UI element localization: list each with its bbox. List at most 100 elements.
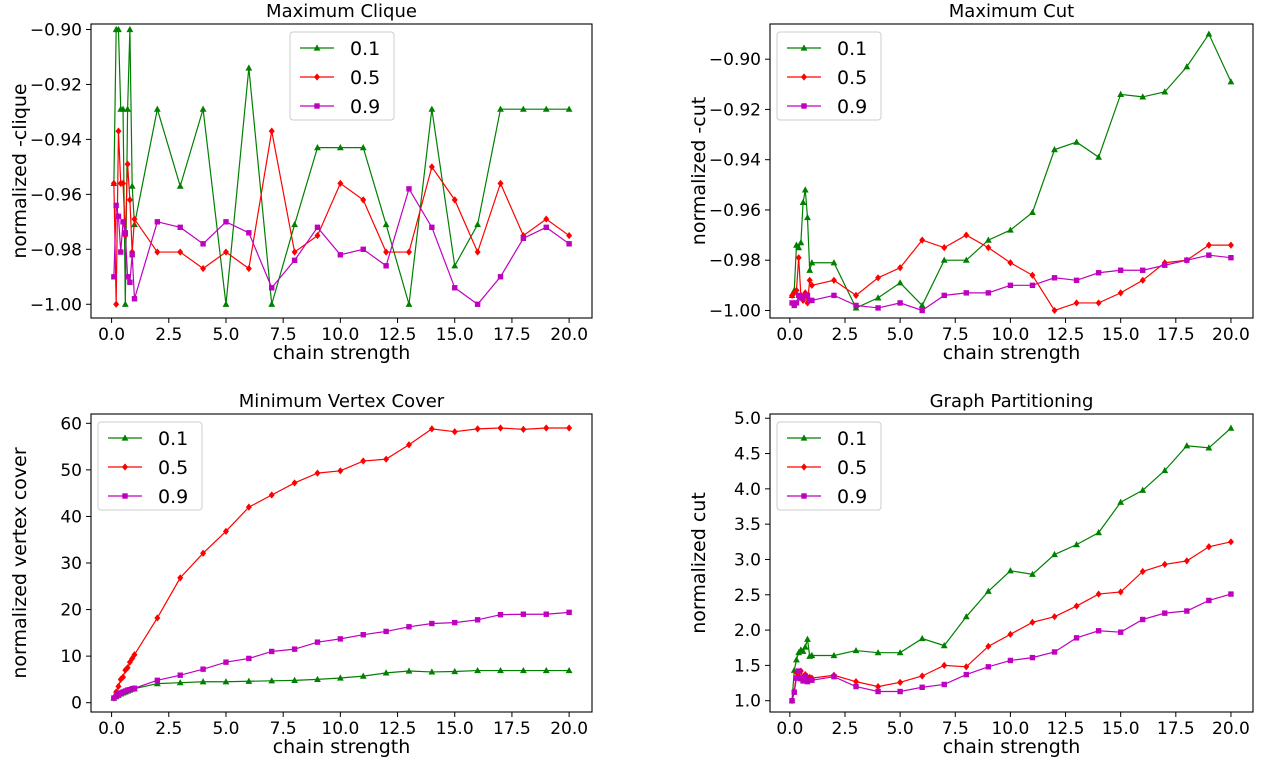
series-0.5 — [789, 538, 1234, 705]
x-tick-label: 0.0 — [776, 325, 803, 345]
data-point — [128, 182, 136, 189]
data-point — [1006, 567, 1014, 574]
data-point — [1227, 241, 1234, 249]
data-point — [199, 105, 207, 112]
series-0.5 — [789, 231, 1234, 315]
data-point — [383, 248, 390, 256]
data-point — [984, 587, 992, 594]
data-point — [853, 683, 859, 690]
data-point — [314, 144, 321, 151]
y-tick-label: −0.90 — [709, 50, 761, 70]
data-point — [941, 292, 947, 299]
data-point — [793, 300, 800, 306]
data-point — [291, 676, 299, 683]
y-tick-label: −0.98 — [709, 251, 761, 271]
data-point — [154, 677, 161, 684]
data-point — [830, 276, 837, 284]
data-point — [120, 219, 126, 225]
series-line — [113, 187, 570, 306]
data-point — [199, 678, 207, 685]
y-tick-label: 50 — [60, 461, 82, 481]
data-point — [118, 249, 124, 255]
y-tick-label: 10 — [60, 647, 82, 667]
data-point — [875, 682, 882, 691]
x-tick-label: 10.0 — [321, 719, 359, 739]
data-point — [127, 279, 133, 285]
data-point — [1205, 543, 1212, 551]
data-point — [520, 425, 527, 433]
data-point — [1073, 299, 1080, 307]
data-point — [963, 663, 970, 671]
data-point — [245, 503, 252, 511]
data-point — [941, 661, 948, 669]
data-point — [852, 646, 860, 654]
data-point — [113, 202, 119, 209]
legend-label: 0.9 — [158, 486, 188, 508]
legend-label: 0.1 — [350, 38, 380, 60]
data-point — [795, 668, 802, 674]
data-point — [963, 290, 969, 296]
data-point — [985, 642, 992, 650]
data-point — [808, 281, 815, 289]
data-point — [428, 163, 435, 171]
data-point — [222, 678, 230, 685]
data-point — [115, 127, 122, 135]
legend-marker — [313, 44, 321, 51]
x-tick-label: 0.0 — [98, 719, 125, 739]
y-tick-label: −0.94 — [709, 151, 761, 171]
data-point — [360, 632, 366, 638]
data-point — [896, 649, 904, 656]
data-point — [1139, 276, 1146, 284]
data-point — [962, 613, 970, 620]
data-point — [429, 224, 435, 231]
data-point — [223, 659, 229, 665]
data-point — [984, 236, 992, 243]
y-tick-label: −0.92 — [30, 75, 82, 95]
x-tick-label: 12.5 — [379, 325, 417, 345]
legend-marker — [314, 103, 320, 109]
data-point — [566, 231, 573, 240]
y-tick-label: −0.98 — [30, 240, 82, 260]
data-point — [291, 479, 298, 487]
y-tick-label: −0.94 — [30, 130, 82, 150]
legend: 0.1 0.5 0.9 — [776, 421, 882, 511]
data-point — [131, 215, 138, 223]
data-point — [566, 424, 573, 432]
data-point — [1051, 275, 1058, 281]
data-point — [1205, 30, 1213, 37]
legend-marker — [800, 434, 808, 441]
data-point — [985, 290, 992, 296]
data-point — [1227, 78, 1235, 85]
data-point — [337, 179, 344, 187]
series-0.1 — [788, 30, 1235, 311]
y-axis-label: normalized vertex cover — [9, 447, 31, 678]
data-point — [337, 467, 344, 475]
data-point — [124, 105, 132, 112]
data-point — [405, 248, 412, 256]
data-point — [804, 213, 811, 221]
y-tick-label: −0.90 — [30, 20, 82, 40]
data-point — [1161, 466, 1169, 474]
data-point — [452, 285, 458, 291]
y-axis-label: normalized -cut — [688, 97, 710, 245]
legend-label: 0.1 — [158, 428, 188, 450]
y-tick-label: −1.00 — [709, 301, 761, 321]
data-point — [1073, 138, 1080, 145]
legend-marker — [121, 434, 129, 441]
chart-panel-2: Maximum Cut 0.0 2.5 5.0 7.5 10.0 12.5 15.0 17.5 2… — [688, 1, 1254, 364]
chart-panel-3: Minimum Vertex Cover 0.0 2.5 5.0 7.5 10.0 12.5… — [9, 391, 593, 758]
series-0.9 — [789, 591, 1234, 704]
data-point — [1095, 590, 1102, 598]
data-point — [808, 259, 816, 266]
data-point — [806, 266, 814, 273]
data-point — [565, 666, 573, 674]
data-point — [1206, 252, 1212, 258]
data-point — [918, 634, 926, 642]
x-axis-label: chain strength — [273, 736, 411, 758]
data-point — [543, 424, 550, 432]
series-0.1 — [788, 424, 1235, 704]
data-point — [291, 257, 298, 263]
data-point — [1161, 560, 1168, 569]
y-axis-label: normalized cut — [688, 492, 710, 634]
